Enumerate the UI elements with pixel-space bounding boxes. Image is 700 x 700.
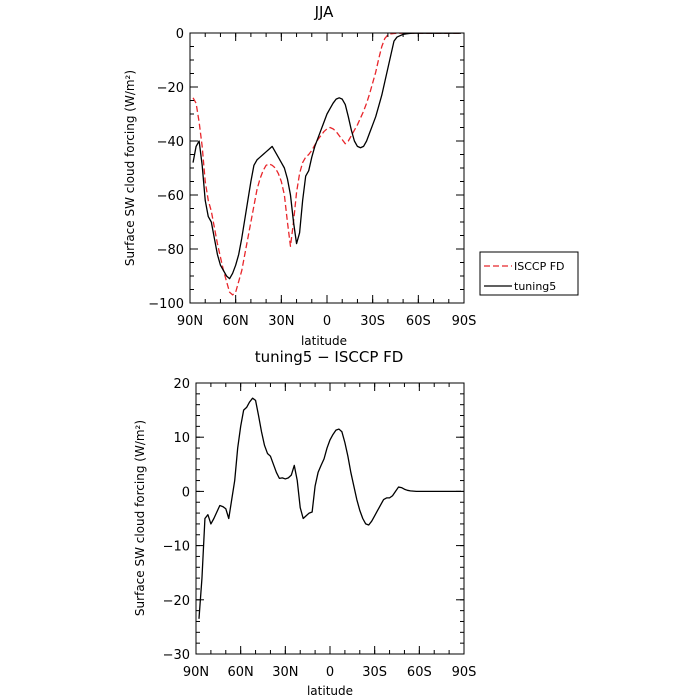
x-tick-label: 90S [452,665,477,680]
series-line-difference [198,397,462,619]
chart-title: tuning5 − ISCCP FD [255,348,404,366]
legend-label-tuning5: tuning5 [514,280,556,293]
y-tick-label: 0 [182,485,190,500]
y-axis-label: Surface SW cloud forcing (W/m²) [123,70,137,266]
y-tick-label: −30 [163,648,190,663]
x-tick-label: 30S [362,665,387,680]
y-axis-label: Surface SW cloud forcing (W/m²) [133,420,147,616]
x-tick-label: 60S [407,665,432,680]
y-tick-label: 10 [173,431,190,446]
plot-lines [198,397,462,619]
x-tick-label: 90N [183,665,209,680]
x-tick-label: 0 [323,314,331,329]
x-axis-label: latitude [301,334,347,348]
top-chart-panel: JJA 90N 60N 30N 0 30S 60S 90S 0 −20 −40 −60 −80 −100… [123,3,579,348]
x-tick-label: 90S [452,314,477,329]
x-tick-label: 30N [272,665,298,680]
x-axis-label: latitude [307,684,353,698]
y-tick-label: −80 [157,243,184,258]
x-tick-label: 30N [268,314,294,329]
x-tick-label: 60S [406,314,431,329]
x-tick-label: 60N [228,665,254,680]
x-tick-label: 60N [223,314,249,329]
x-tick-label: 0 [326,665,334,680]
plot-lines [192,32,461,296]
y-tick-label: −20 [157,81,184,96]
series-line-tuning5 [192,32,461,280]
y-tick-label: 20 [173,377,190,392]
x-tick-label: 30S [360,314,385,329]
legend-label-isccp: ISCCP FD [514,260,565,273]
chart-title: JJA [314,3,335,21]
y-tick-label: −10 [163,540,190,555]
plot-frame [189,32,465,304]
plot-frame [195,382,465,655]
series-line-isccp-fd [192,32,461,296]
y-tick-label: 0 [176,27,184,42]
y-tick-label: −100 [148,297,184,312]
y-tick-label: −20 [163,594,190,609]
axis-ticks: 90N 60N 30N 0 30S 60S 90S 0 −20 −40 −60 −80 −100 [148,27,476,329]
legend-box [479,251,579,296]
y-tick-label: −60 [157,189,184,204]
y-tick-label: −40 [157,135,184,150]
axis-ticks: 90N 60N 30N 0 30S 60S 90S 20 10 0 −10 −20 −30 [163,377,477,680]
bottom-chart-panel: tuning5 − ISCCP FD 90N 60N 30N 0 30S 60S 90S 20… [133,348,476,698]
legend: ISCCP FD tuning5 [479,251,579,296]
x-tick-label: 90N [177,314,203,329]
